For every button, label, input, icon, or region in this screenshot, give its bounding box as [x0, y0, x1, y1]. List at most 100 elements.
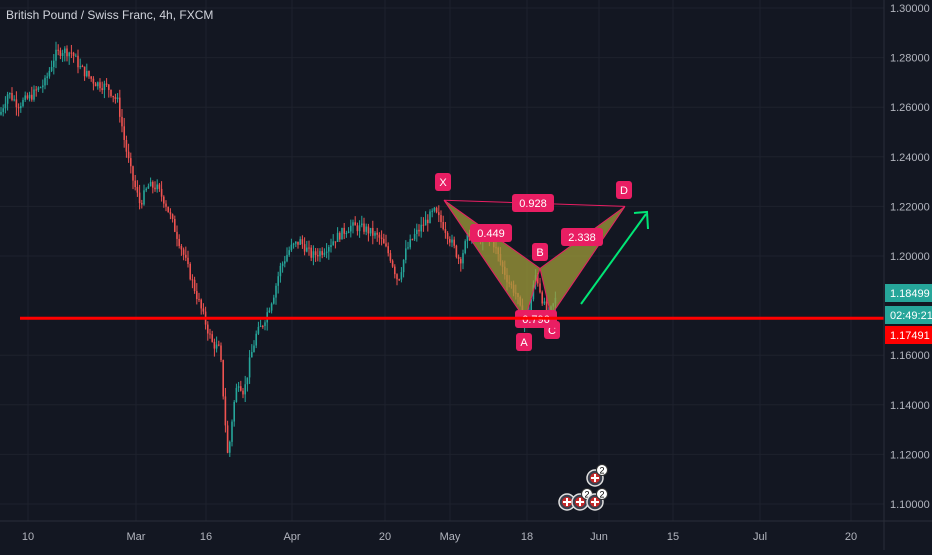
candle — [290, 238, 293, 252]
candle — [253, 340, 255, 353]
candle — [444, 221, 447, 239]
candle — [449, 236, 451, 247]
candle — [539, 278, 541, 294]
candle — [130, 152, 132, 174]
candle — [330, 238, 332, 253]
candle — [182, 247, 185, 261]
candle — [156, 179, 158, 193]
candle — [310, 245, 312, 262]
candle — [97, 81, 99, 90]
candle — [369, 227, 372, 237]
candle — [61, 49, 64, 62]
candle — [319, 248, 321, 262]
svg-text:2: 2 — [584, 490, 589, 500]
candle — [435, 206, 438, 214]
candle — [26, 92, 29, 100]
candle — [255, 330, 257, 349]
candle — [380, 230, 383, 246]
candle — [317, 248, 319, 262]
event-flag-4: 2 — [586, 488, 608, 511]
candle — [242, 388, 244, 399]
candle — [235, 383, 238, 403]
x-tick-label-3: Apr — [283, 531, 300, 543]
projection-arrow[interactable] — [580, 210, 649, 305]
candle — [389, 250, 392, 263]
candle — [59, 47, 62, 60]
candle — [185, 246, 187, 262]
candle — [270, 302, 273, 314]
candle — [398, 278, 400, 281]
candle — [152, 180, 154, 194]
candle — [77, 49, 79, 74]
candle — [200, 298, 202, 315]
candle — [213, 338, 216, 357]
candle — [339, 231, 341, 243]
candle — [396, 273, 398, 286]
candle — [68, 51, 70, 65]
candle — [99, 78, 101, 92]
candle — [295, 241, 297, 248]
candle — [328, 244, 330, 260]
candle — [207, 321, 209, 341]
pattern-point-b: B — [532, 243, 548, 261]
candle — [413, 228, 416, 241]
candle — [363, 217, 365, 235]
candle — [314, 247, 317, 262]
candle — [438, 205, 440, 223]
candle — [169, 208, 172, 220]
candle — [112, 95, 114, 103]
candle — [424, 211, 427, 226]
candle — [429, 209, 431, 224]
candle — [42, 79, 44, 93]
candle — [215, 336, 218, 353]
y-tick-label-3: 1.24000 — [890, 152, 930, 164]
y-tick-label-9: 1.10000 — [890, 499, 930, 511]
candle — [22, 97, 24, 108]
candle — [367, 223, 370, 242]
candle — [6, 91, 9, 111]
candle — [11, 87, 13, 102]
candle — [400, 267, 403, 283]
candle — [92, 76, 95, 91]
candle — [46, 72, 48, 86]
y-tick-label-0: 1.30000 — [890, 3, 930, 15]
candle — [176, 225, 178, 247]
candle — [431, 208, 433, 218]
candle — [123, 117, 125, 148]
event-badges[interactable]: 222 — [558, 464, 608, 511]
candle — [53, 54, 55, 75]
candle — [262, 324, 264, 329]
candle — [376, 227, 378, 242]
arrow-head — [633, 210, 649, 230]
candle — [178, 234, 180, 249]
candle — [28, 91, 31, 102]
y-tick-label-7: 1.14000 — [890, 400, 930, 412]
event-flag-3: 2 — [586, 464, 608, 487]
x-tick-label-6: 18 — [521, 531, 533, 543]
price-axis[interactable]: 1.30000 1.28000 1.26000 1.24000 1.22000 1.200… — [883, 0, 932, 550]
candle — [81, 64, 84, 68]
candle — [141, 199, 143, 209]
candle — [405, 240, 407, 264]
candle — [39, 86, 42, 89]
candle — [17, 103, 20, 117]
candle — [422, 217, 425, 232]
candle — [171, 213, 174, 223]
harmonic-pattern[interactable]: X A B C D 0.928 0.449 2.338 0.796 — [435, 173, 632, 351]
candle — [64, 46, 66, 62]
grid-lines — [0, 0, 884, 521]
candle — [240, 380, 242, 392]
candle — [433, 206, 436, 213]
candle — [358, 220, 361, 238]
y-tick-label-8: 1.12000 — [890, 449, 930, 461]
candle — [147, 183, 150, 189]
candle — [196, 283, 198, 305]
candle — [75, 53, 77, 57]
candle — [31, 86, 33, 102]
time-axis[interactable]: 10 Mar 16 Apr 20 May 18 Jun 15 Jul 20 — [0, 520, 932, 543]
candle — [231, 419, 233, 447]
candle — [411, 238, 414, 241]
candle — [174, 215, 176, 233]
